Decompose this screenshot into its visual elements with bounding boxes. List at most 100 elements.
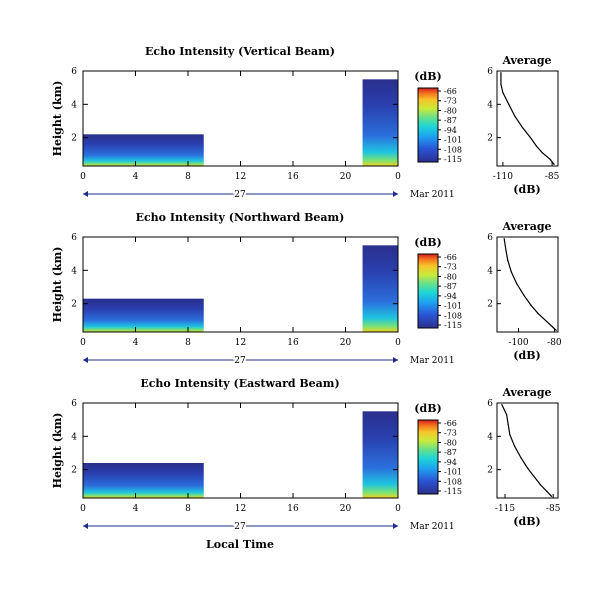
echo-segment bbox=[362, 245, 398, 332]
panel-2: Echo Intensity (Northward Beam)0 4 8 12 16 20… bbox=[51, 211, 562, 368]
x-tick-label: 4 bbox=[133, 504, 139, 514]
y-axis-label: Height (km) bbox=[51, 413, 64, 489]
profile-x-tick-label: -80 bbox=[547, 338, 562, 348]
profile-point bbox=[537, 313, 539, 315]
profile-point bbox=[500, 72, 502, 74]
echo-segment bbox=[83, 134, 204, 166]
profile-title: Average bbox=[501, 54, 551, 67]
profile-point bbox=[514, 115, 516, 117]
colorbar-tick-label: -87 bbox=[444, 282, 457, 291]
colorbar-tick-label: -94 bbox=[444, 126, 457, 135]
profile-y-tick-label: 2 bbox=[487, 466, 493, 476]
x-tick-label: 0 bbox=[80, 338, 86, 348]
y-tick-label: 4 bbox=[71, 100, 77, 110]
date-day: 27 bbox=[234, 356, 246, 366]
profile-point bbox=[546, 490, 548, 492]
colorbar-tick-label: -80 bbox=[444, 106, 457, 115]
panel-1: Echo Intensity (Vertical Beam) 0 4 8 12 16 20 0… bbox=[51, 45, 560, 202]
date-arrow-left bbox=[83, 523, 88, 529]
date-arrow-left bbox=[83, 191, 88, 197]
profile-point bbox=[507, 259, 509, 261]
colorbar-tick-label: -108 bbox=[444, 145, 462, 154]
x-tick-label: 16 bbox=[287, 172, 299, 182]
profile-point bbox=[521, 127, 524, 129]
y-tick-label: 2 bbox=[71, 300, 77, 310]
x-tick-label: 20 bbox=[340, 172, 352, 182]
profile-title: Average bbox=[501, 220, 551, 233]
profile-point bbox=[502, 92, 504, 94]
date-month-year: Mar 2011 bbox=[410, 190, 455, 200]
profile-point bbox=[553, 163, 555, 165]
profile-point bbox=[533, 475, 535, 477]
colorbar-tick-label: -87 bbox=[444, 116, 457, 125]
x-tick-label: 12 bbox=[235, 504, 246, 514]
colorbar-unit: (dB) bbox=[414, 70, 441, 83]
profile-x-tick-label: -115 bbox=[495, 504, 515, 514]
panel-title: Echo Intensity (Northward Beam) bbox=[136, 211, 345, 224]
colorbar bbox=[418, 88, 438, 162]
profile-point bbox=[550, 495, 553, 497]
profile-point bbox=[503, 238, 505, 240]
y-axis-label: Height (km) bbox=[51, 81, 64, 157]
profile-point bbox=[544, 319, 547, 321]
date-month-year: Mar 2011 bbox=[410, 356, 455, 366]
date-arrow-right bbox=[393, 357, 398, 363]
profile-point bbox=[523, 294, 525, 296]
profile-line bbox=[503, 238, 557, 331]
colorbar bbox=[418, 420, 438, 494]
colorbar-frame bbox=[417, 419, 439, 495]
x-tick-label: 8 bbox=[185, 504, 191, 514]
profile-frame bbox=[496, 70, 559, 167]
y-tick-label: 4 bbox=[71, 432, 77, 442]
x-tick-label: 0 bbox=[80, 172, 86, 182]
x-tick-label: 4 bbox=[133, 172, 139, 182]
profile-y-tick-label: 2 bbox=[487, 134, 493, 144]
colorbar-tick-label: -73 bbox=[444, 97, 457, 106]
profile-point bbox=[506, 414, 508, 416]
colorbar-tick-label: -115 bbox=[444, 155, 462, 164]
x-tick-label: 20 bbox=[340, 504, 352, 514]
y-axis-label: Height (km) bbox=[51, 247, 64, 323]
profile-point bbox=[526, 467, 529, 469]
x-axis-label: Local Time bbox=[206, 538, 274, 551]
profile-point bbox=[505, 249, 507, 251]
colorbar-tick-label: -87 bbox=[444, 448, 457, 457]
colorbar-tick-label: -115 bbox=[444, 487, 462, 496]
y-tick-label: 2 bbox=[71, 134, 77, 144]
profile-point bbox=[530, 304, 532, 306]
profile-frame bbox=[496, 402, 559, 499]
profile-point bbox=[510, 271, 512, 273]
profile-x-tick-label: -100 bbox=[508, 338, 528, 348]
panel-3: Echo Intensity (Eastward Beam) 0 4 8 12 16 20 0… bbox=[51, 377, 561, 534]
profile-x-tick-label: -85 bbox=[545, 172, 560, 182]
x-tick-label: 0 bbox=[395, 338, 401, 348]
y-tick-label: 6 bbox=[71, 399, 77, 409]
profile-y-tick-label: 4 bbox=[487, 100, 493, 110]
profile-y-tick-label: 6 bbox=[487, 399, 493, 409]
echo-segment bbox=[362, 79, 398, 166]
profile-point bbox=[549, 158, 551, 160]
panel-title: Echo Intensity (Eastward Beam) bbox=[140, 377, 339, 390]
x-tick-label: 8 bbox=[185, 172, 191, 182]
profile-x-tick-label: -110 bbox=[493, 172, 513, 182]
colorbar-tick-label: -66 bbox=[444, 253, 457, 262]
profile-y-tick-label: 6 bbox=[487, 67, 493, 77]
profile-x-label: (dB) bbox=[513, 515, 540, 528]
colorbar-tick-label: -101 bbox=[444, 136, 462, 145]
profile-point bbox=[507, 424, 509, 426]
y-tick-label: 4 bbox=[71, 266, 77, 276]
x-tick-label: 16 bbox=[287, 504, 299, 514]
profile-line bbox=[501, 404, 553, 497]
profile-point bbox=[501, 404, 503, 406]
profile-point bbox=[539, 484, 541, 486]
colorbar-tick-label: -108 bbox=[444, 311, 462, 320]
profile-point bbox=[508, 103, 510, 105]
profile-y-tick-label: 4 bbox=[487, 266, 493, 276]
colorbar-frame bbox=[417, 87, 439, 163]
date-day: 27 bbox=[234, 190, 246, 200]
x-tick-label: 16 bbox=[287, 338, 299, 348]
date-month-year: Mar 2011 bbox=[410, 522, 455, 532]
profile-x-label: (dB) bbox=[513, 183, 540, 196]
y-tick-label: 6 bbox=[71, 67, 77, 77]
